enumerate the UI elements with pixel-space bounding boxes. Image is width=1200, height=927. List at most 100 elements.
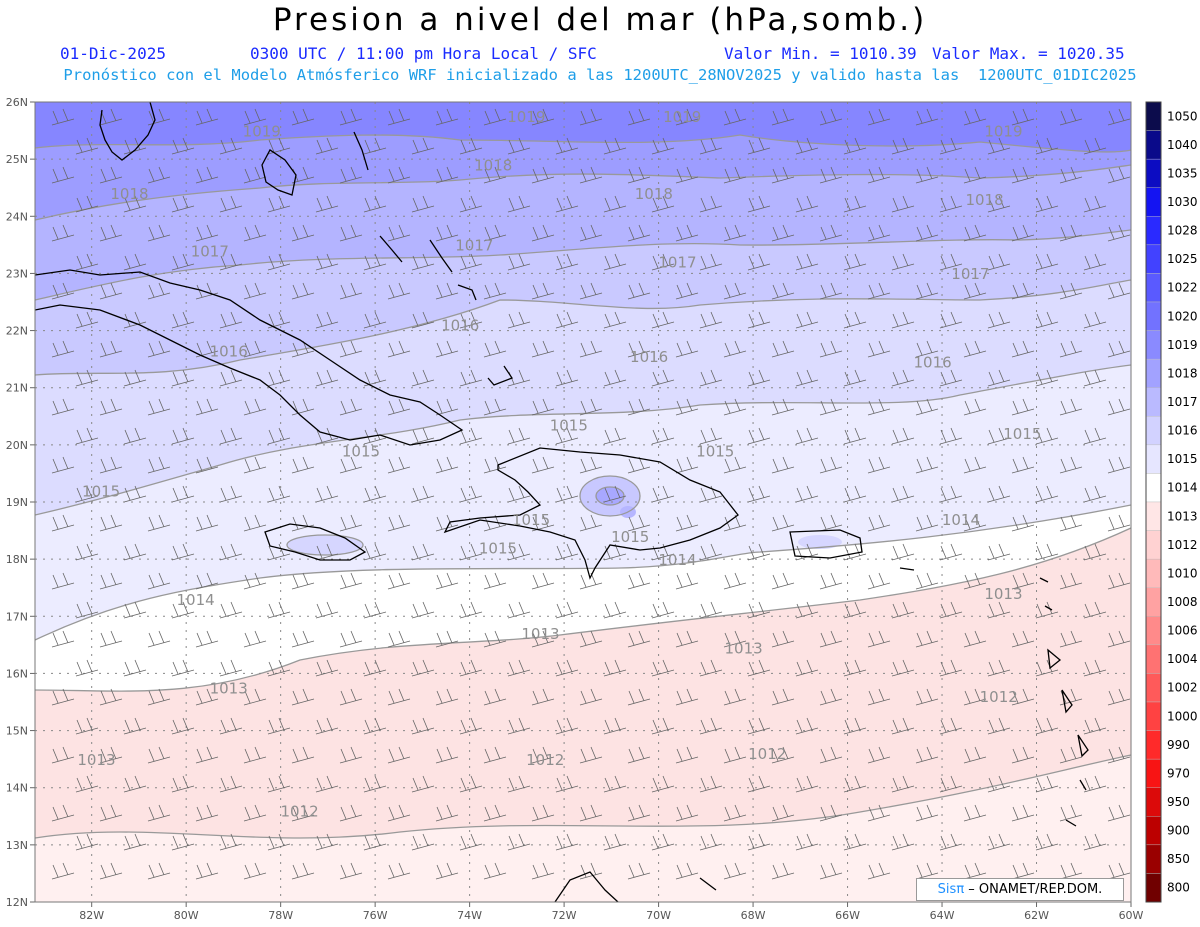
wind-barb: [411, 717, 435, 735]
wind-barb: [747, 775, 771, 793]
wind-barb: [723, 340, 747, 358]
wind-barb: [1107, 572, 1131, 590]
wind-barb: [315, 195, 339, 213]
wind-barb: [939, 369, 963, 387]
wind-barb: [747, 717, 771, 735]
isobar-label: 1019: [984, 122, 1022, 140]
wind-barb: [1011, 398, 1035, 416]
wind-barb: [963, 166, 987, 184]
wind-barb: [867, 804, 891, 822]
wind-barb: [171, 311, 195, 329]
wind-barb: [675, 340, 699, 358]
colorbar-swatch: [1145, 530, 1162, 560]
wind-barb: [627, 630, 651, 648]
wind-barb: [1083, 717, 1107, 735]
colorbar-swatch: [1145, 358, 1162, 388]
wind-barb: [51, 108, 75, 126]
wind-barb: [1083, 427, 1107, 445]
wind-barb: [387, 630, 411, 648]
wind-barb: [1059, 166, 1083, 184]
wind-barb: [579, 282, 603, 300]
wind-barb: [219, 195, 243, 213]
wind-barb: [195, 282, 219, 300]
wind-barb: [843, 137, 867, 155]
colorbar-swatch: [1145, 158, 1162, 188]
wind-barb: [315, 311, 339, 329]
wind-barb: [1107, 630, 1131, 648]
wind-barb: [387, 224, 411, 242]
wind-barb: [99, 166, 123, 184]
wind-barb: [579, 340, 603, 358]
wind-barb: [363, 311, 387, 329]
wind-barb: [843, 485, 867, 503]
wind-barb: [51, 340, 75, 358]
wind-barb: [723, 398, 747, 416]
wind-barb: [915, 282, 939, 300]
colorbar-label: 900: [1167, 824, 1190, 838]
wind-barb: [195, 862, 219, 880]
wind-barb: [339, 224, 363, 242]
wind-barb: [387, 108, 411, 126]
wind-barb: [843, 427, 867, 445]
wind-barb: [363, 427, 387, 445]
wind-barb: [483, 456, 507, 474]
lat-label: 26N: [6, 96, 28, 109]
wind-barb: [363, 717, 387, 735]
wind-barb: [507, 543, 531, 561]
wind-barb: [675, 804, 699, 822]
wind-barb: [195, 688, 219, 706]
isobar-label: 1014: [658, 551, 696, 569]
lat-label: 17N: [6, 610, 28, 623]
wind-barb: [603, 717, 627, 735]
wind-barb: [987, 253, 1011, 271]
colorbar-label: 1025: [1167, 252, 1198, 266]
wind-barb: [243, 630, 267, 648]
wind-barb: [99, 630, 123, 648]
wind-barb: [459, 543, 483, 561]
wind-barb: [1035, 485, 1059, 503]
wind-barb: [123, 601, 147, 619]
credit-dash: –: [968, 882, 975, 897]
colorbar-label: 970: [1167, 766, 1190, 780]
wind-barb: [867, 166, 891, 184]
wind-barb: [219, 717, 243, 735]
wind-barb: [219, 659, 243, 677]
wind-barb: [195, 340, 219, 358]
wind-barb: [147, 108, 171, 126]
wind-barb: [795, 775, 819, 793]
wind-barb: [51, 862, 75, 880]
wind-barb: [627, 398, 651, 416]
wind-barb: [891, 775, 915, 793]
wind-barb: [507, 253, 531, 271]
wind-barb: [75, 717, 99, 735]
wind-barb: [579, 224, 603, 242]
lat-label: 19N: [6, 496, 28, 509]
wind-barb: [459, 311, 483, 329]
wind-barb: [651, 369, 675, 387]
wind-barb: [267, 485, 291, 503]
wind-barb: [915, 108, 939, 126]
wind-barb: [723, 456, 747, 474]
wind-barb: [75, 253, 99, 271]
wind-barb: [363, 485, 387, 503]
colorbar-swatch: [1145, 787, 1162, 817]
colorbar-label: 1050: [1167, 109, 1198, 123]
coast-puerto-rico: [789, 529, 863, 559]
isobar-label: 1012: [980, 688, 1018, 706]
wind-barb: [867, 456, 891, 474]
wind-barb: [675, 456, 699, 474]
wind-barb: [171, 717, 195, 735]
wind-barb: [1059, 804, 1083, 822]
wind-barb: [603, 485, 627, 503]
wind-barb: [171, 253, 195, 271]
wind-barb: [795, 137, 819, 155]
wind-barb: [147, 398, 171, 416]
wind-barb: [1083, 195, 1107, 213]
wind-barb: [267, 717, 291, 735]
wind-barb: [723, 688, 747, 706]
wind-barb: [411, 137, 435, 155]
colorbar-label: 1015: [1167, 452, 1198, 466]
wind-barb: [483, 282, 507, 300]
isobar-label: 1018: [474, 157, 512, 175]
wind-barb: [699, 543, 723, 561]
